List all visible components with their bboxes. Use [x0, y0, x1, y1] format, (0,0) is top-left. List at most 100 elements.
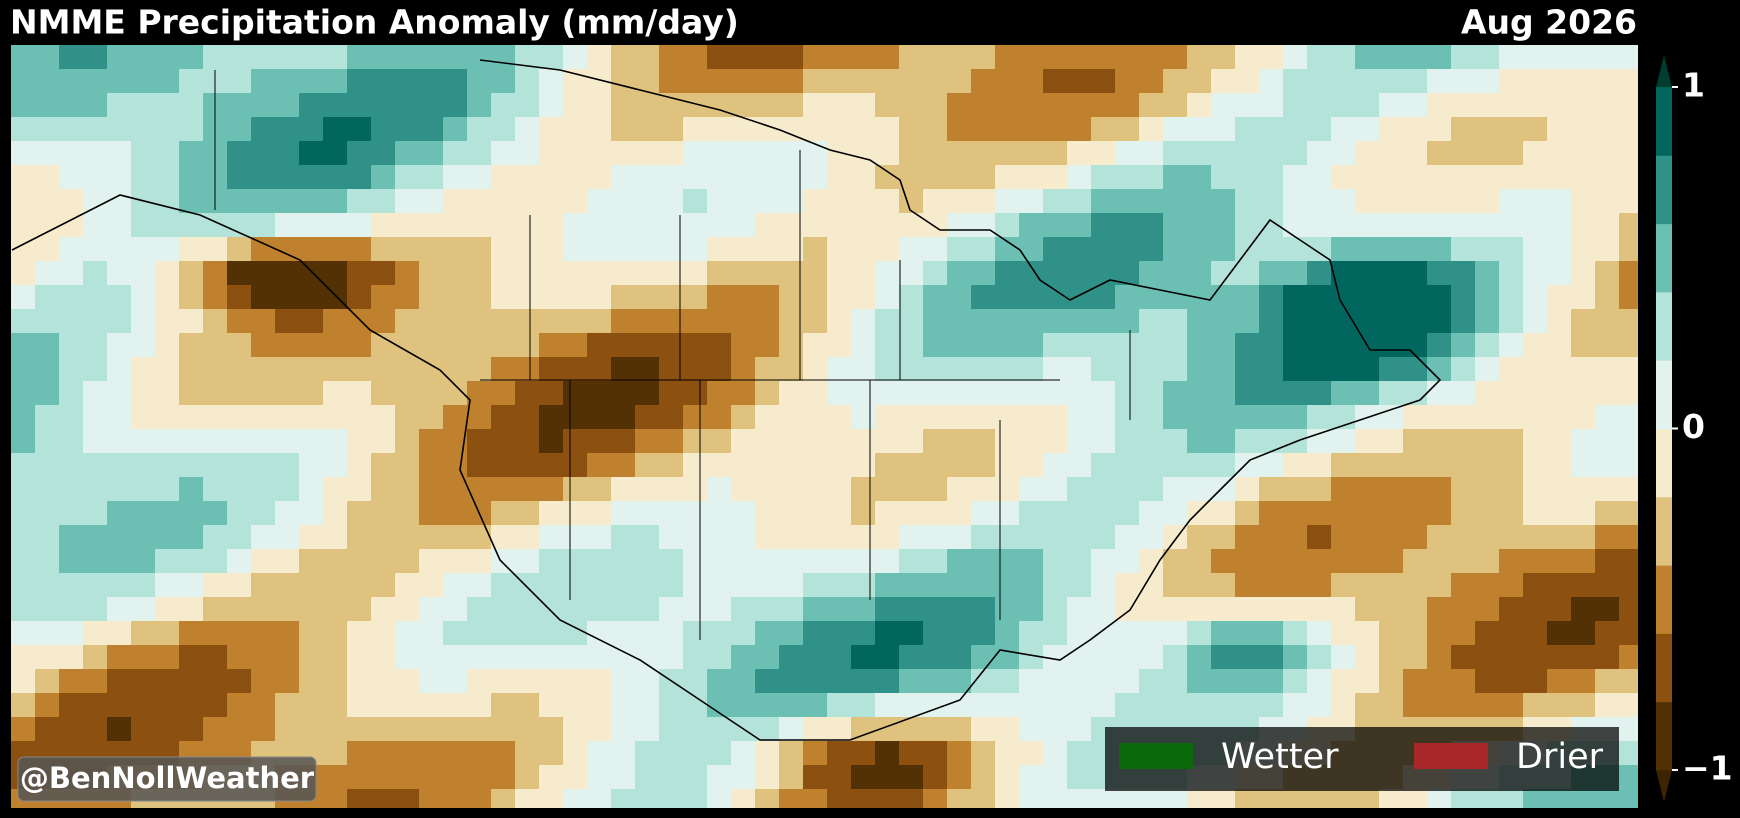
map-cell: [539, 405, 563, 429]
map-cell: [1547, 93, 1571, 117]
map-cell: [923, 69, 947, 93]
map-cell: [1283, 69, 1307, 93]
map-cell: [107, 717, 131, 741]
map-cell: [1379, 261, 1403, 285]
map-cell: [1091, 477, 1115, 501]
map-cell: [1427, 549, 1451, 573]
map-cell: [1523, 645, 1547, 669]
map-cell: [611, 573, 635, 597]
map-cell: [1499, 669, 1523, 693]
map-cell: [563, 285, 587, 309]
map-cell: [227, 477, 251, 501]
coastline: [11, 59, 1442, 741]
map-cell: [1067, 549, 1091, 573]
map-cell: [323, 573, 347, 597]
map-cell: [707, 285, 731, 309]
map-cell: [1355, 93, 1379, 117]
map-cell: [395, 429, 419, 453]
map-cell: [275, 501, 299, 525]
map-cell: [1235, 645, 1259, 669]
map-cell: [347, 357, 371, 381]
map-cell: [299, 525, 323, 549]
map-cell: [659, 645, 683, 669]
map-cell: [1019, 669, 1043, 693]
map-cell: [731, 429, 755, 453]
map-cell: [107, 93, 131, 117]
map-cell: [443, 501, 467, 525]
map-cell: [419, 333, 443, 357]
map-cell: [731, 69, 755, 93]
map-cell: [587, 429, 611, 453]
map-cell: [1499, 141, 1523, 165]
map-cell: [683, 597, 707, 621]
map-cell: [1043, 789, 1067, 808]
map-cell: [1475, 453, 1499, 477]
map-cell: [227, 453, 251, 477]
map-cell: [347, 261, 371, 285]
map-cell: [395, 597, 419, 621]
map-cell: [371, 69, 395, 93]
map-cell: [1403, 573, 1427, 597]
map-cell: [1259, 309, 1283, 333]
map-cell: [1139, 165, 1163, 189]
map-cell: [707, 669, 731, 693]
map-cell: [923, 381, 947, 405]
map-cell: [875, 477, 899, 501]
map-cell: [995, 309, 1019, 333]
map-cell: [755, 309, 779, 333]
map-cell: [971, 237, 995, 261]
map-cell: [827, 765, 851, 789]
map-cell: [107, 645, 131, 669]
map-cell: [1523, 597, 1547, 621]
map-cell: [611, 645, 635, 669]
map-cell: [1403, 285, 1427, 309]
map-cell: [1379, 189, 1403, 213]
map-cell: [371, 573, 395, 597]
map-cell: [155, 285, 179, 309]
map-cell: [755, 141, 779, 165]
map-cell: [1043, 741, 1067, 765]
map-cell: [35, 45, 59, 69]
map-cell: [1283, 285, 1307, 309]
map-cell: [275, 621, 299, 645]
map-cell: [1451, 141, 1475, 165]
map-cell: [803, 405, 827, 429]
map-cell: [1283, 789, 1307, 808]
map-cell: [179, 693, 203, 717]
map-cell: [899, 309, 923, 333]
map-cell: [995, 645, 1019, 669]
map-cell: [1595, 261, 1619, 285]
map-cell: [1259, 381, 1283, 405]
map-cell: [1043, 573, 1067, 597]
map-cell: [1451, 549, 1475, 573]
map-cell: [1235, 501, 1259, 525]
map-cell: [1019, 573, 1043, 597]
map-cell: [611, 477, 635, 501]
map-cell: [1043, 621, 1067, 645]
map-cell: [1451, 621, 1475, 645]
map-cell: [395, 789, 419, 808]
map-cell: [419, 141, 443, 165]
map-cell: [1115, 693, 1139, 717]
map-cell: [371, 309, 395, 333]
map-cell: [347, 45, 371, 69]
map-cell: [1307, 645, 1331, 669]
map-cell: [1475, 501, 1499, 525]
map-cell: [443, 717, 467, 741]
map-cell: [107, 165, 131, 189]
map-cell: [155, 429, 179, 453]
map-cell: [1571, 213, 1595, 237]
map-cell: [1283, 165, 1307, 189]
map-cell: [899, 381, 923, 405]
map-cell: [1115, 405, 1139, 429]
map-cell: [1139, 309, 1163, 333]
map-cell: [1259, 549, 1283, 573]
map-cell: [1403, 693, 1427, 717]
map-cell: [1523, 141, 1547, 165]
map-cell: [155, 525, 179, 549]
map-cell: [1067, 381, 1091, 405]
map-cell: [1307, 309, 1331, 333]
map-cell: [395, 357, 419, 381]
map-cell: [1547, 357, 1571, 381]
map-cell: [731, 93, 755, 117]
